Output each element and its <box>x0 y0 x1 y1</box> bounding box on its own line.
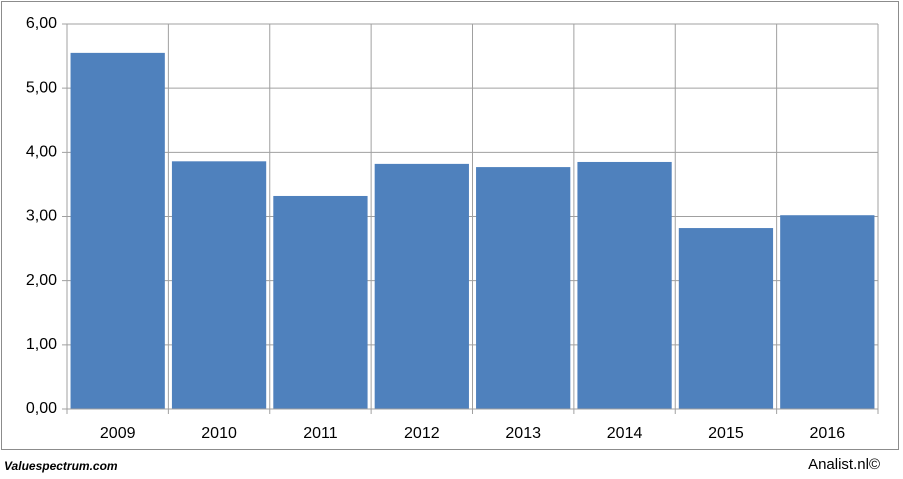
x-tick-label: 2010 <box>201 425 237 442</box>
bar <box>70 52 165 409</box>
bar <box>476 167 571 409</box>
bar <box>678 228 774 409</box>
x-tick-label: 2012 <box>404 425 440 442</box>
credit: Analist.nl© <box>808 456 880 473</box>
y-tick-label: 1,00 <box>26 336 57 353</box>
y-tick-label: 5,00 <box>26 79 57 96</box>
bar <box>780 215 875 409</box>
x-tick-label: 2015 <box>708 425 744 442</box>
x-tick-label: 2013 <box>505 425 541 442</box>
y-tick-label: 0,00 <box>26 400 57 417</box>
x-tick-label: 2016 <box>810 425 846 442</box>
y-tick-label: 2,00 <box>26 272 57 289</box>
x-tick-label: 2009 <box>100 425 136 442</box>
bar <box>171 161 267 409</box>
y-tick-label: 4,00 <box>26 144 57 161</box>
y-tick-label: 3,00 <box>26 208 57 225</box>
bar <box>577 161 672 409</box>
y-tick-label: 6,00 <box>26 15 57 32</box>
bar <box>374 163 469 409</box>
bar <box>273 195 368 409</box>
x-tick-label: 2011 <box>303 425 338 442</box>
x-tick-label: 2014 <box>607 425 643 442</box>
source: Valuespectrum.com <box>4 459 118 473</box>
